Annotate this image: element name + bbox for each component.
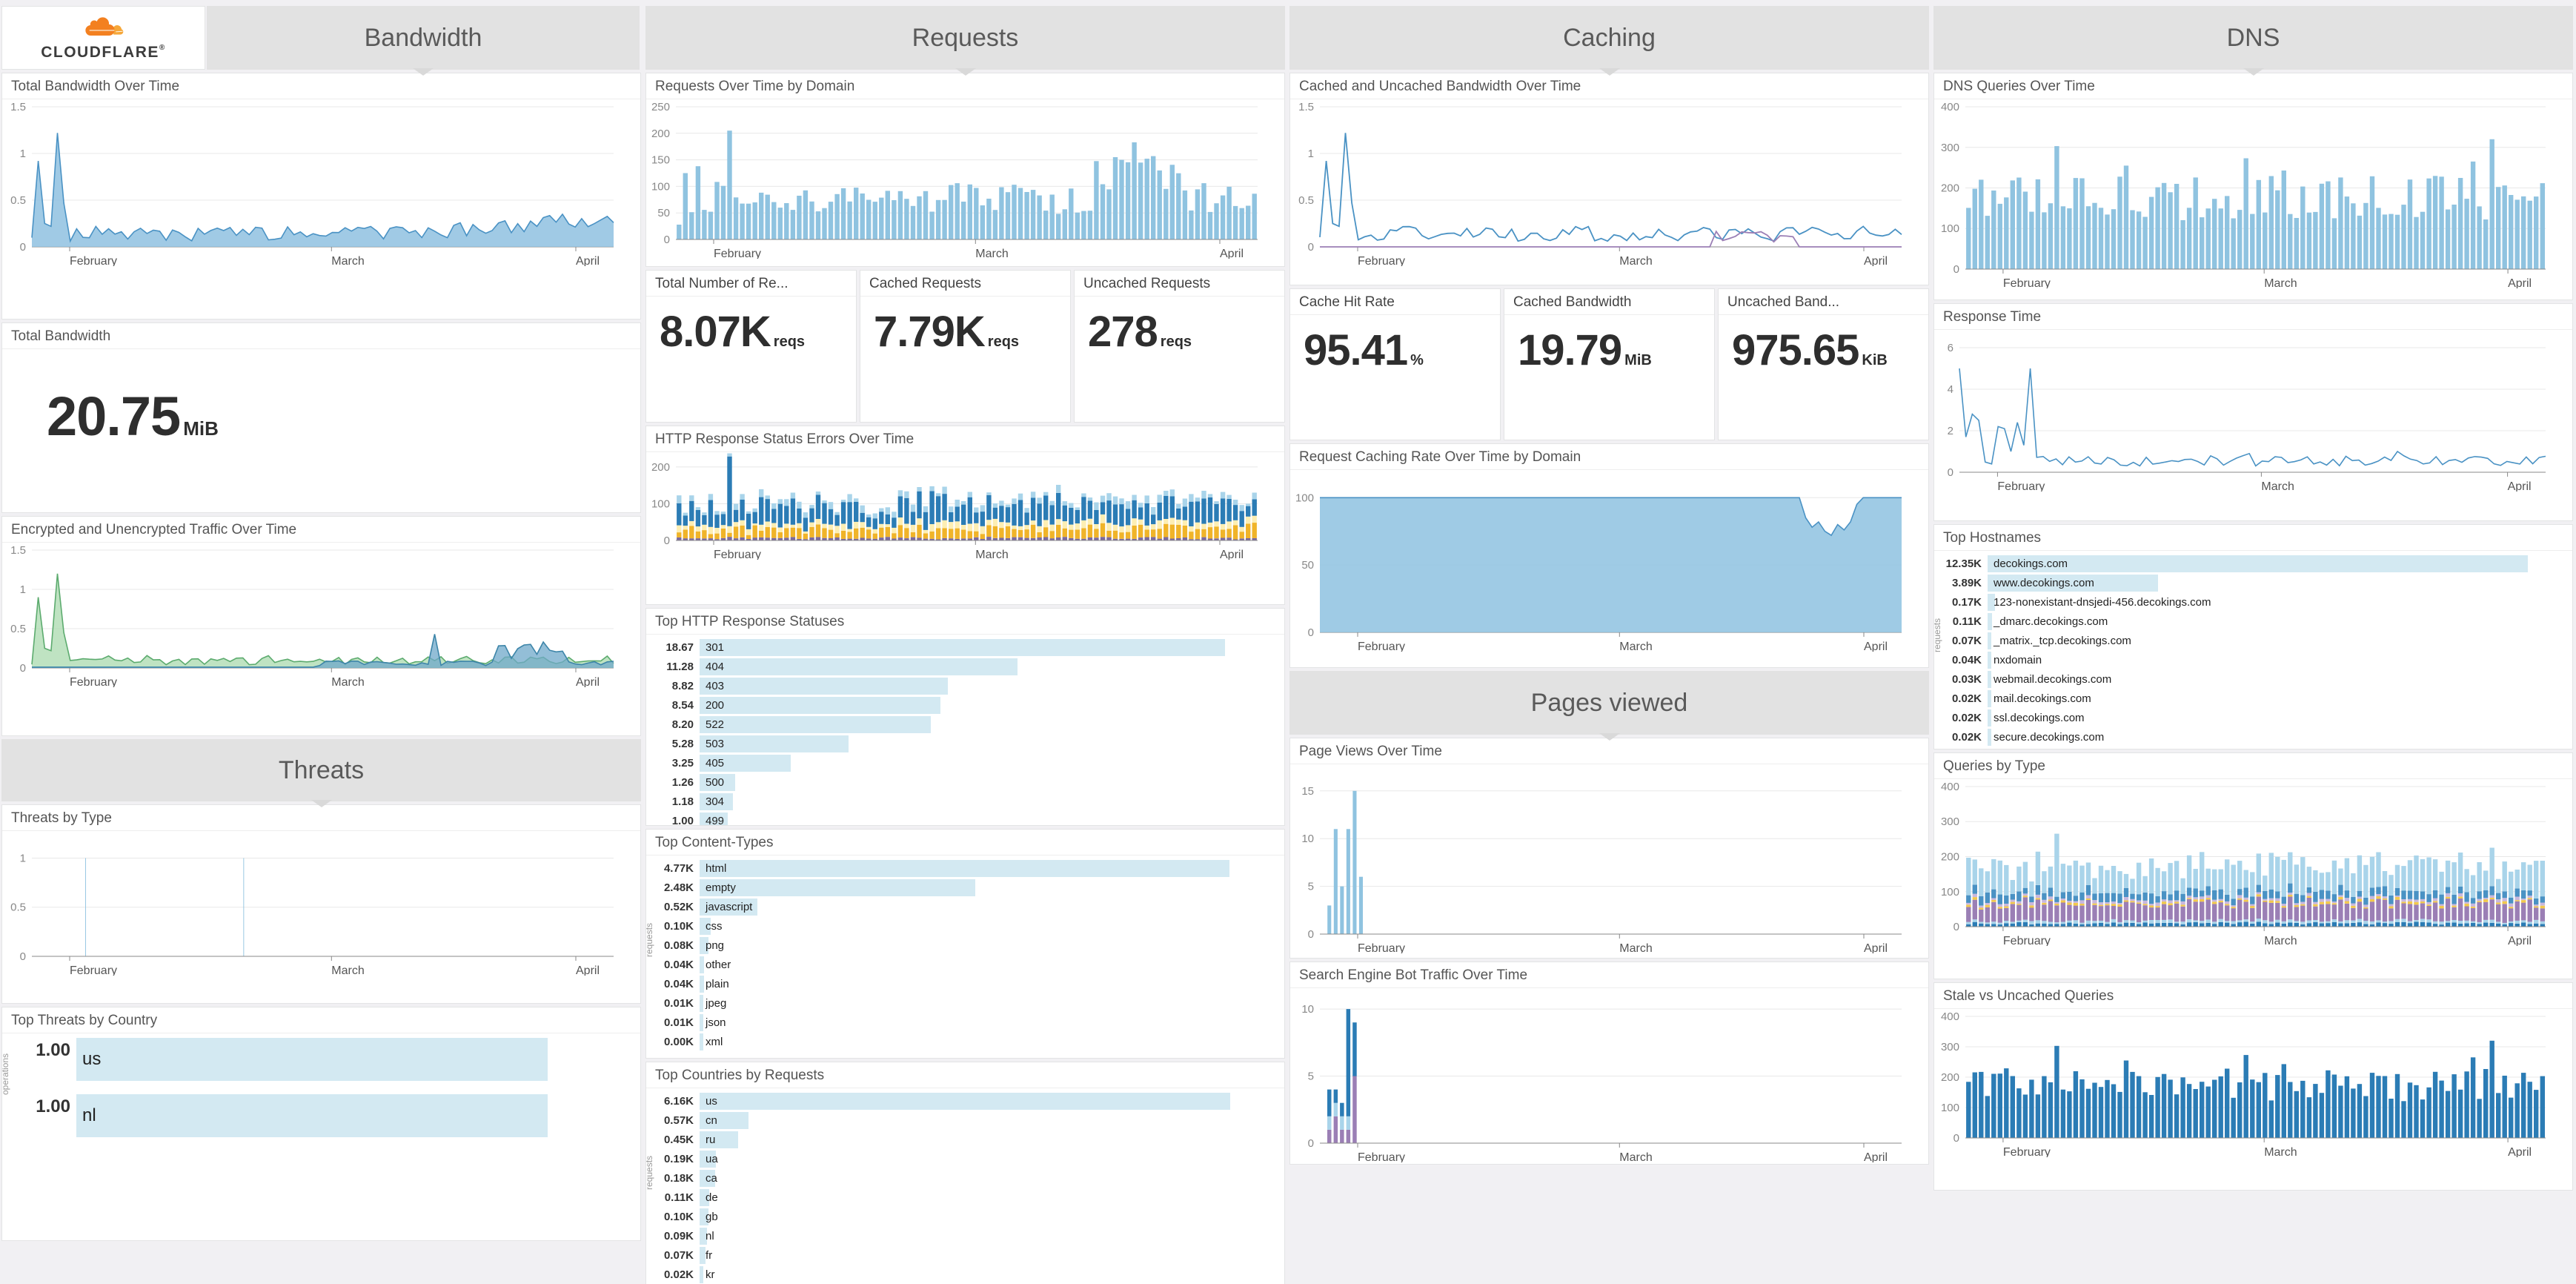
svg-text:1: 1: [1308, 148, 1314, 160]
svg-text:April: April: [2508, 277, 2532, 288]
svg-text:300: 300: [1941, 1041, 1959, 1053]
svg-text:February: February: [2003, 935, 2051, 946]
svg-text:March: March: [1619, 255, 1652, 266]
svg-text:5: 5: [1308, 881, 1314, 893]
svg-text:400: 400: [1941, 1010, 1959, 1023]
svg-text:0: 0: [664, 234, 670, 246]
svg-text:April: April: [1220, 248, 1244, 259]
svg-text:100: 100: [1941, 1102, 1959, 1114]
svg-text:March: March: [331, 964, 364, 976]
svg-text:6: 6: [1948, 342, 1953, 354]
svg-text:10: 10: [1301, 1003, 1314, 1016]
svg-text:1: 1: [20, 148, 26, 160]
svg-text:0.5: 0.5: [10, 901, 26, 914]
svg-text:15: 15: [1301, 785, 1314, 798]
svg-text:1.5: 1.5: [10, 101, 26, 113]
svg-text:April: April: [576, 964, 600, 976]
svg-text:March: March: [2261, 480, 2294, 492]
svg-text:April: April: [576, 255, 600, 266]
svg-text:300: 300: [1941, 142, 1959, 154]
svg-text:0.5: 0.5: [10, 623, 26, 635]
svg-text:March: March: [2264, 277, 2297, 288]
svg-text:0: 0: [1308, 626, 1314, 639]
svg-text:0: 0: [664, 535, 670, 547]
svg-text:100: 100: [651, 180, 670, 193]
svg-text:February: February: [70, 964, 117, 976]
svg-text:100: 100: [651, 498, 670, 511]
svg-text:0: 0: [1953, 263, 1959, 276]
svg-text:March: March: [975, 549, 1008, 560]
svg-text:April: April: [2508, 480, 2532, 492]
svg-text:1: 1: [20, 583, 26, 596]
svg-text:10: 10: [1301, 833, 1314, 845]
svg-text:200: 200: [651, 461, 670, 474]
svg-text:April: April: [1220, 549, 1244, 560]
svg-text:200: 200: [651, 128, 670, 140]
svg-text:5: 5: [1308, 1070, 1314, 1083]
svg-text:February: February: [2003, 1146, 2051, 1157]
svg-text:April: April: [1864, 255, 1888, 266]
svg-text:March: March: [1619, 942, 1652, 953]
svg-text:February: February: [1358, 942, 1405, 953]
svg-text:0: 0: [20, 662, 26, 675]
svg-text:February: February: [70, 676, 117, 687]
svg-text:100: 100: [1295, 492, 1314, 504]
svg-text:4: 4: [1948, 383, 1953, 396]
svg-text:200: 200: [1941, 851, 1959, 864]
svg-text:2: 2: [1948, 425, 1953, 437]
svg-text:0: 0: [1953, 1132, 1959, 1145]
svg-text:100: 100: [1941, 222, 1959, 235]
svg-text:March: March: [1619, 1151, 1652, 1162]
svg-text:300: 300: [1941, 815, 1959, 828]
svg-text:200: 200: [1941, 182, 1959, 195]
svg-text:0: 0: [1308, 241, 1314, 254]
svg-text:March: March: [2264, 935, 2297, 946]
svg-text:0.5: 0.5: [10, 194, 26, 207]
svg-text:April: April: [1864, 641, 1888, 652]
svg-text:February: February: [1997, 480, 2045, 492]
svg-text:0: 0: [1948, 466, 1953, 479]
svg-text:February: February: [2003, 277, 2051, 288]
svg-text:March: March: [975, 248, 1008, 259]
svg-text:February: February: [714, 248, 761, 259]
svg-text:100: 100: [1941, 886, 1959, 899]
svg-text:0: 0: [1953, 921, 1959, 933]
svg-text:0: 0: [20, 241, 26, 254]
svg-text:February: February: [714, 549, 761, 560]
svg-text:50: 50: [657, 207, 670, 219]
svg-text:February: February: [1358, 255, 1405, 266]
svg-text:April: April: [1864, 942, 1888, 953]
svg-text:February: February: [1358, 641, 1405, 652]
svg-text:February: February: [70, 255, 117, 266]
svg-text:March: March: [331, 255, 364, 266]
svg-text:April: April: [2508, 1146, 2532, 1157]
svg-text:0: 0: [1308, 928, 1314, 941]
svg-text:March: March: [1619, 641, 1652, 652]
svg-text:150: 150: [651, 154, 670, 167]
svg-text:0: 0: [1308, 1137, 1314, 1150]
svg-text:March: March: [331, 676, 364, 687]
svg-text:250: 250: [651, 101, 670, 113]
svg-text:1.5: 1.5: [10, 544, 26, 557]
svg-text:April: April: [1864, 1151, 1888, 1162]
svg-text:400: 400: [1941, 781, 1959, 793]
svg-text:0: 0: [20, 950, 26, 963]
svg-text:February: February: [1358, 1151, 1405, 1162]
svg-text:200: 200: [1941, 1071, 1959, 1084]
svg-text:April: April: [576, 676, 600, 687]
svg-text:April: April: [2508, 935, 2532, 946]
svg-text:50: 50: [1301, 559, 1314, 572]
svg-text:0.5: 0.5: [1298, 194, 1314, 207]
svg-text:400: 400: [1941, 101, 1959, 113]
svg-text:1.5: 1.5: [1298, 101, 1314, 113]
svg-text:March: March: [2264, 1146, 2297, 1157]
svg-text:1: 1: [20, 853, 26, 865]
